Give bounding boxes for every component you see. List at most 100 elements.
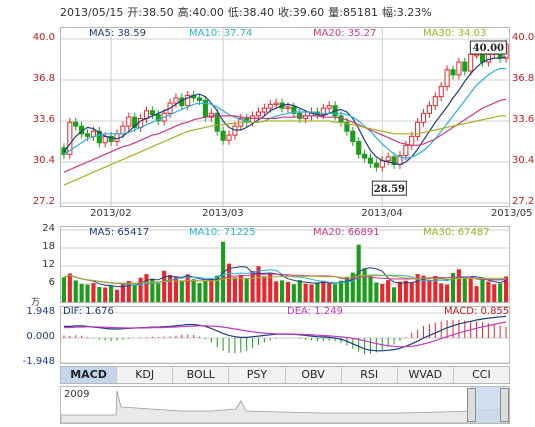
- candle-body: [344, 121, 350, 132]
- volume-bar: [185, 274, 190, 302]
- candle-body: [214, 112, 220, 132]
- volume-bar: [126, 281, 131, 302]
- volume-bar: [268, 273, 273, 302]
- time-navigator[interactable]: 2009: [60, 386, 510, 424]
- navigator-selection: [471, 387, 505, 423]
- volume-bar: [439, 283, 444, 302]
- quote-date: 2013/05/15: [60, 6, 124, 19]
- navigator-year-label: 2009: [64, 389, 90, 400]
- change-value: 3.23%: [396, 6, 432, 19]
- volume-bar: [303, 283, 308, 302]
- volume-bar: [244, 278, 249, 302]
- candle-body: [285, 106, 291, 109]
- volume-chart-panel[interactable]: MA5: 65417 MA10: 71225 MA20: 66891 MA30:…: [60, 226, 510, 303]
- volume-bar: [403, 280, 408, 302]
- price-chart[interactable]: 40.00 28.59: [61, 28, 509, 206]
- price-tick-label-left: 40.0: [32, 32, 55, 43]
- candle-body: [350, 130, 356, 142]
- low-marker-label: 28.59: [374, 184, 405, 195]
- ma-line-ma20: [63, 98, 507, 173]
- tab-kdj[interactable]: KDJ: [117, 367, 174, 383]
- candle-body: [426, 105, 432, 114]
- macd-chart[interactable]: [61, 307, 509, 363]
- candle-body: [403, 144, 409, 157]
- volume-bar: [350, 272, 355, 302]
- date-tick-label: 2013/04: [361, 208, 403, 219]
- volume-bar: [362, 268, 367, 302]
- price-chart-panel[interactable]: 40.00 28.59 MA5: 38.59 MA10: 37.74 MA20: …: [60, 27, 510, 207]
- candle-body: [149, 110, 155, 116]
- volume-bar: [144, 274, 149, 302]
- candle-body: [420, 112, 427, 123]
- volume-chart[interactable]: [61, 227, 509, 302]
- tab-boll[interactable]: BOLL: [173, 367, 230, 383]
- candle-body: [120, 125, 126, 135]
- date-tick-label: 2013/05: [490, 208, 533, 219]
- volume-bar: [85, 284, 90, 302]
- volume-bar: [492, 284, 497, 302]
- close-label: 收:: [278, 6, 293, 19]
- tab-wvad[interactable]: WVAD: [397, 367, 454, 383]
- price-ma20-legend: MA20: 35.27: [313, 28, 377, 39]
- candle-body: [67, 121, 73, 155]
- tab-obv[interactable]: OBV: [285, 367, 342, 383]
- volume-bar: [274, 281, 279, 302]
- navigator-right-handle[interactable]: [500, 388, 509, 422]
- candle-body: [84, 133, 91, 137]
- volume-bar: [67, 273, 72, 302]
- volume-bar: [150, 278, 155, 302]
- candle-body: [326, 105, 332, 109]
- ma-line-ma30: [63, 115, 507, 186]
- volume-bar: [333, 284, 338, 302]
- volume-ma30-legend: MA30: 67487: [423, 227, 490, 238]
- candle-body: [208, 112, 214, 118]
- volume-bar: [262, 276, 267, 302]
- high-marker-label: 40.00: [473, 43, 504, 54]
- candle-body: [102, 135, 108, 144]
- candle-body: [385, 156, 391, 162]
- tab-cci[interactable]: CCI: [453, 367, 509, 383]
- volume-bar: [386, 280, 391, 302]
- indicator-tabs: MACD KDJ BOLL PSY OBV RSI WVAD CCI: [60, 366, 510, 384]
- tab-rsi[interactable]: RSI: [341, 367, 398, 383]
- volume-bar: [409, 282, 414, 302]
- macd-tick-label: 1.948: [26, 306, 55, 317]
- candle-body: [320, 107, 326, 116]
- date-tick-label: 2013/03: [202, 208, 244, 219]
- volume-bar: [338, 280, 344, 302]
- navigator-chart: [61, 387, 509, 423]
- volume-bar: [232, 277, 237, 302]
- volume-bar: [91, 283, 96, 302]
- tab-psy[interactable]: PSY: [229, 367, 286, 383]
- candle-body: [267, 103, 273, 109]
- candle-body: [362, 153, 368, 159]
- volume-bar: [79, 284, 84, 302]
- low-value: 38.40: [242, 6, 275, 19]
- volume-ma20-legend: MA20: 66891: [313, 227, 380, 238]
- candle-body: [155, 114, 161, 122]
- macd-chart-panel[interactable]: DIF: 1.676 DEA: 1.249 MACD: 0.855: [60, 306, 510, 364]
- navigator-left-handle[interactable]: [467, 388, 476, 422]
- volume-bar: [309, 284, 314, 302]
- volume-bar: [250, 271, 255, 302]
- volume-bar: [368, 276, 373, 302]
- open-label: 开:: [127, 6, 143, 19]
- change-label: 幅:: [382, 6, 397, 19]
- volume-bar: [203, 281, 208, 302]
- tab-macd[interactable]: MACD: [61, 367, 118, 383]
- volume-bar: [61, 277, 67, 302]
- volume-bar: [138, 277, 143, 302]
- volume-ma-line: [63, 274, 507, 284]
- volume-bar: [397, 281, 403, 302]
- price-tick-label-right: 40.0: [512, 32, 535, 43]
- ma-line-ma10: [63, 67, 507, 159]
- candle-body: [462, 61, 468, 72]
- candle-body: [379, 160, 385, 168]
- price-tick-label-left: 36.8: [32, 73, 55, 84]
- volume-bar: [167, 275, 173, 302]
- volume-bar: [156, 283, 161, 302]
- candle-body: [220, 130, 226, 141]
- price-tick-label-left: 33.6: [32, 114, 55, 125]
- candle-body: [261, 107, 267, 113]
- volume-bar: [468, 278, 473, 302]
